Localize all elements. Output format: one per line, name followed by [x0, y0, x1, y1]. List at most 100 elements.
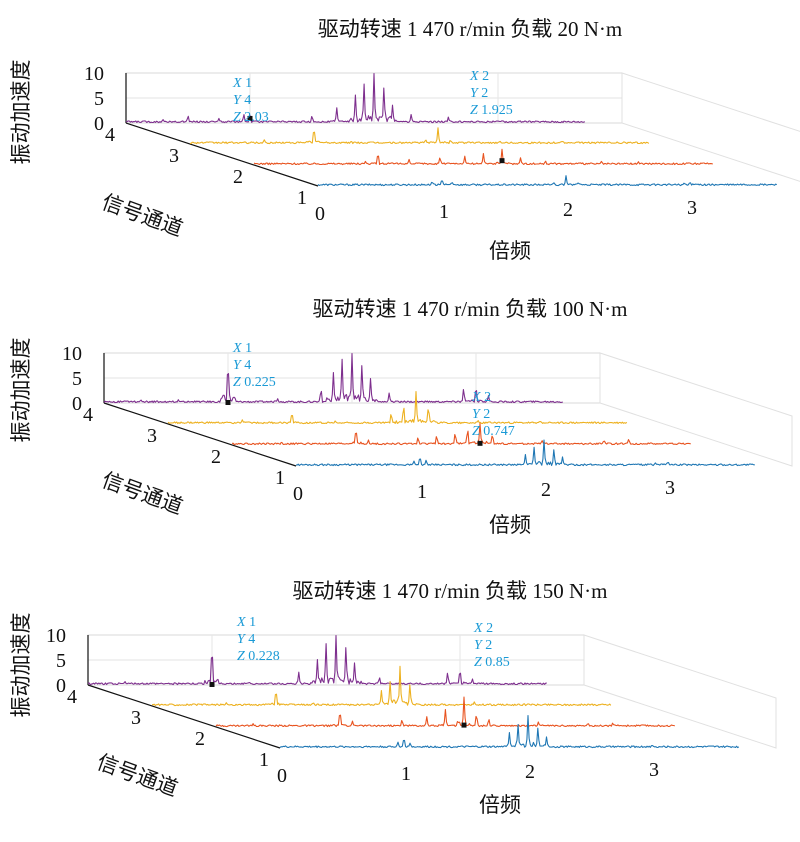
x-tick-label: 1 [401, 763, 411, 785]
x-tick-label: 0 [277, 765, 287, 787]
chart-title: 驱动转速 1 470 r/min 负载 100 N·m [313, 297, 628, 321]
channel-axis [103, 402, 297, 467]
z-tick-label: 5 [72, 368, 82, 390]
z-tick-label: 10 [62, 343, 82, 365]
channel-tick-label: 1 [275, 467, 285, 489]
spectrum-line-channel-2 [231, 422, 691, 446]
z-axis-label: 振动加速度 [9, 60, 33, 165]
datatip: X 1 Y 4 Z 0.225 [232, 341, 276, 390]
z-tick-label: 5 [56, 650, 66, 672]
spectrum-line-channel-3 [167, 391, 628, 425]
datatip-z-value: Z 0.85 [474, 655, 510, 670]
datatip-x-value: X 1 [232, 76, 252, 91]
channel-tick-label: 4 [67, 686, 77, 708]
datatip: X 2 Y 2 Z 0.747 [471, 390, 515, 439]
datatip-y-value: Y 4 [237, 632, 255, 647]
x-tick-label: 3 [649, 759, 659, 781]
x-axis-label: 倍频 [489, 239, 531, 263]
datatip-x-value: X 1 [236, 615, 256, 630]
spectrum-line-channel-4 [125, 72, 586, 124]
x-tick-label: 2 [563, 199, 573, 221]
datatip: X 1 Y 4 Z 2.03 [232, 76, 269, 125]
z-tick-label: 0 [94, 113, 104, 135]
z-tick-label: 10 [46, 625, 66, 647]
z-tick-label: 0 [56, 675, 66, 697]
datatip-y-value: Y 2 [470, 86, 488, 101]
spectrum-line-channel-4 [103, 352, 563, 404]
x-tick-label: 2 [541, 479, 551, 501]
x-axis-label: 倍频 [489, 513, 531, 537]
datatip: X 2 Y 2 Z 0.85 [473, 621, 510, 670]
datatip-y-value: Y 2 [472, 407, 490, 422]
channel-tick-label: 4 [105, 124, 115, 146]
datatip-y-value: Y 4 [233, 93, 251, 108]
z-axis-label: 振动加速度 [9, 613, 33, 718]
datatip-x-value: X 2 [469, 69, 489, 84]
channel-tick-label: 1 [259, 749, 269, 771]
channel-tick-label: 3 [147, 425, 157, 447]
datatip-marker [499, 158, 505, 164]
x-axis-label: 倍频 [479, 793, 521, 817]
channel-tick-label: 3 [131, 707, 141, 729]
y-axis-label: 信号通道 [99, 468, 186, 519]
z-axis-label: 振动加速度 [9, 338, 33, 443]
datatip-marker [477, 440, 483, 446]
z-tick-label: 10 [84, 63, 104, 85]
chart-panel-20nm: 驱动转速 1 470 r/min 负载 20 N·m 振动加速度 信号通道 倍频… [9, 17, 800, 263]
channel-tick-label: 2 [233, 166, 243, 188]
spectrum-line-channel-2 [253, 148, 713, 166]
x-tick-label: 2 [525, 761, 535, 783]
datatip-y-value: Y 2 [474, 638, 492, 653]
chart-title: 驱动转速 1 470 r/min 负载 20 N·m [318, 17, 623, 41]
x-tick-label: 0 [315, 203, 325, 225]
side-plane [621, 72, 800, 182]
y-axis-label: 信号通道 [99, 190, 186, 241]
x-tick-label: 1 [417, 481, 427, 503]
datatip-marker [225, 399, 231, 405]
datatip-marker [461, 722, 467, 728]
spectrum-line-channel-3 [189, 127, 650, 145]
datatip-z-value: Z 0.228 [237, 649, 280, 664]
datatip: X 1 Y 4 Z 0.228 [236, 615, 280, 664]
channel-tick-label: 4 [83, 404, 93, 426]
spectrum-line-channel-3 [152, 665, 612, 707]
chart-title: 驱动转速 1 470 r/min 负载 150 N·m [293, 579, 608, 603]
spectrum-line-channel-1 [317, 175, 778, 187]
channel-tick-label: 2 [195, 728, 205, 750]
x-tick-label: 3 [687, 197, 697, 219]
y-axis-label: 信号通道 [94, 750, 181, 801]
z-tick-label: 0 [72, 393, 82, 415]
datatip-z-value: Z 2.03 [233, 110, 269, 125]
datatip-z-value: Z 0.225 [233, 375, 276, 390]
datatip-x-value: X 2 [471, 390, 491, 405]
channel-tick-label: 2 [211, 446, 221, 468]
chart-panel-100nm: 驱动转速 1 470 r/min 负载 100 N·m 振动加速度 信号通道 倍… [9, 297, 793, 537]
datatip-y-value: Y 4 [233, 358, 251, 373]
x-tick-label: 0 [293, 483, 303, 505]
datatip-x-value: X 1 [232, 341, 252, 356]
spectrum-line-channel-2 [215, 696, 675, 728]
x-tick-label: 1 [439, 201, 449, 223]
side-plane [583, 634, 777, 749]
spectrum-line-channel-1 [295, 439, 755, 467]
chart-panel-150nm: 驱动转速 1 470 r/min 负载 150 N·m 振动加速度 信号通道 倍… [9, 579, 777, 817]
datatip-marker [209, 681, 215, 687]
x-tick-label: 3 [665, 477, 675, 499]
channel-axis [125, 122, 319, 187]
datatip-marker [247, 115, 253, 121]
datatip-x-value: X 2 [473, 621, 493, 636]
channel-tick-label: 3 [169, 145, 179, 167]
channel-tick-label: 1 [297, 187, 307, 209]
datatip-z-value: Z 1.925 [470, 103, 513, 118]
side-plane [599, 352, 793, 467]
spectrum-line-channel-4 [87, 634, 547, 686]
z-tick-label: 5 [94, 88, 104, 110]
datatip: X 2 Y 2 Z 1.925 [469, 69, 513, 118]
channel-axis [87, 684, 281, 749]
spectrum-line-channel-1 [279, 715, 740, 749]
datatip-z-value: Z 0.747 [472, 424, 515, 439]
